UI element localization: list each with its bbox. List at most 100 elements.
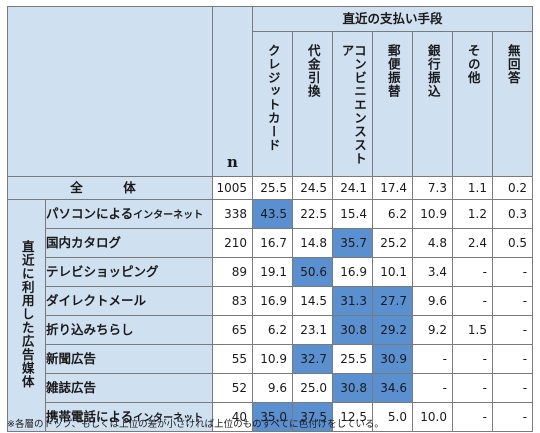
value-cell: 30.8: [332, 315, 373, 345]
n-value: 40: [212, 402, 253, 432]
value-cell: 14.8: [292, 228, 333, 258]
value-cell: -: [452, 286, 493, 316]
column-header-label: 銀行振込: [425, 44, 441, 98]
column-header-7: 無回答: [491, 31, 534, 177]
value-cell: 30.8: [332, 373, 373, 403]
row-label-text: 新聞広告: [46, 350, 97, 366]
value-cell: -: [412, 373, 453, 403]
value-cell: 0.5: [491, 228, 534, 258]
value-cell: 15.4: [332, 199, 373, 229]
side-label-cell: 直近に利用した広告媒体: [7, 199, 46, 432]
row-label: 携帯電話によるインターネット: [45, 402, 213, 432]
value-cell: -: [452, 344, 493, 374]
value-cell: 17.4: [372, 176, 413, 200]
value-cell: 30.9: [372, 344, 413, 374]
table-row: 新聞広告 55 10.9 32.7 25.5 30.9- - -: [8, 344, 534, 374]
value-cell: 2.4: [452, 228, 493, 258]
corner-cell: [7, 6, 213, 177]
value-cell: -: [452, 373, 493, 403]
table-row: 直近に利用した広告媒体 パソコンによるインターネット 338 43.5 22.5 15.4…: [7, 199, 534, 432]
value-cell: 25.5: [252, 176, 293, 200]
row-label-text: 雑誌広告: [46, 379, 97, 395]
column-header-1: クレジットカード: [252, 31, 293, 177]
value-cell: 7.3: [412, 176, 453, 200]
n-value: 52: [212, 373, 253, 403]
row-label-text: テレビショッピング: [46, 263, 159, 279]
payment-method-header: 直近の支払い手段: [251, 6, 534, 32]
value-cell: 14.5: [292, 286, 333, 316]
value-cell: 16.9: [252, 286, 293, 316]
row-label-text: パソコンによる: [46, 205, 134, 221]
table-row: ダイレクトメール 83 16.9 14.5 31.3 27.7 9.6- -: [8, 286, 534, 316]
column-header-label: 代金引換: [305, 44, 321, 98]
value-cell: 16.9: [332, 257, 373, 287]
table-row: 携帯電話によるインターネット 40 35.0 37.5 12.5 5.0 10.0- -: [8, 402, 534, 432]
value-cell: -: [491, 402, 534, 432]
column-header-5: 銀行振込: [412, 31, 453, 177]
value-cell: 10.1: [372, 257, 413, 287]
value-cell: 12.5: [332, 402, 373, 432]
table-row: テレビショッピング 89 19.1 50.6 16.9 10.1 3.4- -: [8, 257, 534, 287]
value-cell: 0.2: [491, 176, 534, 200]
value-cell: 6.2: [372, 199, 413, 229]
value-cell: -: [491, 315, 534, 345]
value-cell: 1.2: [452, 199, 493, 229]
value-cell: 3.4: [412, 257, 453, 287]
side-label: 直近に利用した広告媒体: [19, 240, 35, 389]
value-cell: 34.6: [372, 373, 413, 403]
column-header-label: クレジットカード: [265, 44, 281, 152]
n-value: 89: [212, 257, 253, 287]
value-cell: 10.0: [412, 402, 453, 432]
row-label: ダイレクトメール: [45, 286, 213, 316]
value-cell: 16.7: [252, 228, 293, 258]
row-label-text: 国内カタログ: [46, 234, 122, 250]
value-cell: 27.7: [372, 286, 413, 316]
column-header-label: その他: [465, 44, 481, 85]
total-row: 全 体 1005 25.5 24.5 24.1 17.4 7.3 1.1 0.2: [7, 176, 534, 200]
survey-table: n 直近の支払い手段 クレジットカード 代金引換 コンビニエンスストア 郵便振替 銀行振…: [7, 6, 534, 432]
value-cell: 25.2: [372, 228, 413, 258]
column-header-6: その他: [452, 31, 493, 177]
value-cell: -: [491, 286, 534, 316]
row-label: 新聞広告: [45, 344, 213, 374]
row-label: パソコンによるインターネット: [45, 199, 213, 229]
column-header-3: コンビニエンスストア: [332, 31, 373, 177]
value-cell: 32.7: [292, 344, 333, 374]
column-header-label: 郵便振替: [385, 44, 401, 98]
row-label: 雑誌広告: [45, 373, 213, 403]
column-header-2: 代金引換: [292, 31, 333, 177]
n-value: 55: [212, 344, 253, 374]
row-label-text: 携帯電話による: [46, 408, 134, 424]
value-cell: 10.9: [252, 344, 293, 374]
value-cell: 25.5: [332, 344, 373, 374]
column-header-label: 無回答: [505, 44, 521, 85]
value-cell: -: [491, 257, 534, 287]
value-cell: 0.3: [491, 199, 534, 229]
n-value: 1005: [212, 176, 253, 200]
value-cell: -: [452, 257, 493, 287]
value-cell: 9.2: [412, 315, 453, 345]
row-label-text: ダイレクトメール: [46, 292, 147, 308]
value-cell: -: [491, 373, 534, 403]
value-cell: 4.8: [412, 228, 453, 258]
value-cell: 31.3: [332, 286, 373, 316]
value-cell: 9.6: [412, 286, 453, 316]
n-header: n: [212, 6, 253, 177]
n-value: 338: [212, 199, 253, 229]
value-cell: 37.5: [292, 402, 333, 432]
value-cell: -: [452, 402, 493, 432]
value-cell: 23.1: [292, 315, 333, 345]
row-label-small: インターネット: [133, 412, 204, 424]
row-label: 折り込みちらし: [45, 315, 213, 345]
row-label: テレビショッピング: [45, 257, 213, 287]
value-cell: 22.5: [292, 199, 333, 229]
row-label-text: 折り込みちらし: [46, 321, 134, 337]
value-cell: 24.1: [332, 176, 373, 200]
value-cell: -: [412, 344, 453, 374]
table-row: 国内カタログ 210 16.7 14.8 35.7 25.2 4.8 2.4 0.5: [8, 228, 534, 258]
value-cell: 10.9: [412, 199, 453, 229]
value-cell: 24.5: [292, 176, 333, 200]
value-cell: 6.2: [252, 315, 293, 345]
table-row: 雑誌広告 52 9.6 25.0 30.8 34.6- - -: [8, 373, 534, 403]
row-label: 国内カタログ: [45, 228, 213, 258]
